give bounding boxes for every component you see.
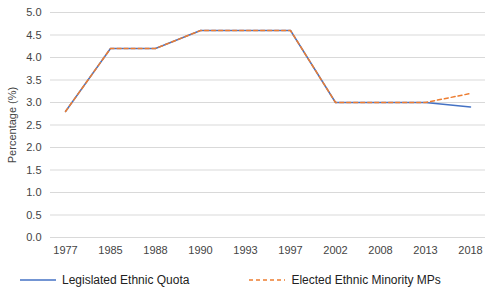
svg-text:Percentage (%): Percentage (%)	[6, 87, 18, 163]
svg-text:2.5: 2.5	[26, 119, 41, 131]
svg-text:1993: 1993	[233, 244, 257, 256]
svg-text:1977: 1977	[53, 244, 77, 256]
svg-text:1997: 1997	[278, 244, 302, 256]
svg-text:2.0: 2.0	[26, 141, 41, 153]
svg-text:0.5: 0.5	[26, 209, 41, 221]
svg-text:5.0: 5.0	[26, 6, 41, 18]
svg-text:2008: 2008	[368, 244, 392, 256]
svg-text:3.5: 3.5	[26, 74, 41, 86]
svg-text:2013: 2013	[413, 244, 437, 256]
html-text:Elected Ethnic Minority MPs: Elected Ethnic Minority MPs	[291, 273, 441, 287]
svg-text:1985: 1985	[98, 244, 122, 256]
svg-text:2002: 2002	[323, 244, 347, 256]
svg-text:1.0: 1.0	[26, 186, 41, 198]
svg-text:2018: 2018	[458, 244, 482, 256]
html-text:Legislated Ethnic Quota: Legislated Ethnic Quota	[62, 273, 190, 287]
svg-text:3.0: 3.0	[26, 96, 41, 108]
svg-text:1988: 1988	[143, 244, 167, 256]
svg-text:1.5: 1.5	[26, 164, 41, 176]
svg-text:4.5: 4.5	[26, 29, 41, 41]
svg-text:0.0: 0.0	[26, 231, 41, 243]
svg-text:1990: 1990	[188, 244, 212, 256]
svg-text:4.0: 4.0	[26, 51, 41, 63]
